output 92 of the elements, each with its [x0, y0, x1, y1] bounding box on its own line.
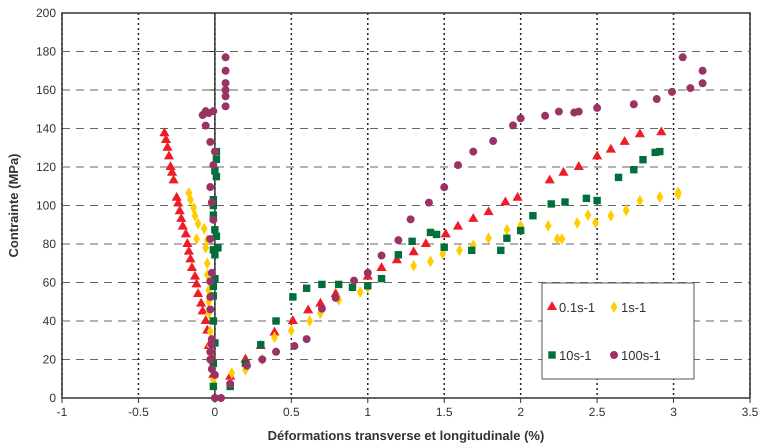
legend-label: 0.1s-1 — [559, 300, 596, 315]
point — [335, 280, 342, 288]
point — [593, 196, 601, 204]
point — [656, 148, 664, 156]
point — [394, 251, 402, 258]
y-tick-label: 80 — [42, 237, 56, 251]
point — [378, 274, 386, 282]
point — [408, 246, 419, 256]
x-tick-label: -1 — [56, 405, 68, 419]
point — [212, 232, 220, 240]
y-tick-label: 60 — [42, 276, 56, 290]
point — [376, 262, 387, 272]
point — [630, 166, 638, 174]
point — [182, 238, 192, 247]
point — [529, 212, 537, 220]
legend-label: 1s-1 — [621, 300, 646, 315]
x-tick-label: 2 — [517, 405, 524, 419]
point — [174, 205, 185, 214]
y-tick-label: 160 — [36, 83, 56, 97]
point — [582, 194, 590, 202]
x-tick-label: 3 — [670, 405, 678, 419]
y-axis-title: Contrainte (MPa) — [6, 154, 21, 258]
point — [289, 293, 297, 301]
point — [168, 174, 179, 184]
point — [548, 200, 555, 208]
point — [440, 228, 451, 238]
point — [364, 282, 372, 290]
x-tick-label: 1.5 — [436, 405, 453, 419]
y-tick-label: 20 — [42, 352, 56, 366]
point — [503, 234, 511, 242]
point — [440, 244, 448, 251]
point — [656, 126, 666, 136]
x-tick-label: 1 — [364, 405, 372, 419]
point — [180, 228, 191, 238]
point — [176, 213, 186, 222]
y-tick-label: 100 — [36, 198, 56, 212]
point — [200, 315, 211, 324]
point — [516, 226, 524, 234]
point — [210, 382, 218, 390]
point — [272, 317, 280, 325]
point — [318, 280, 326, 288]
point — [639, 156, 647, 164]
point — [159, 127, 170, 136]
y-tick-label: 120 — [36, 160, 56, 174]
point — [614, 174, 622, 182]
x-tick-label: 2.5 — [588, 405, 606, 419]
point — [544, 174, 555, 184]
point — [468, 246, 476, 254]
point — [192, 288, 204, 297]
point — [185, 254, 196, 262]
point — [408, 238, 416, 246]
y-tick-label: 0 — [49, 391, 56, 405]
y-tick-label: 40 — [42, 314, 56, 328]
point — [196, 298, 206, 307]
point — [302, 284, 310, 292]
point — [574, 161, 584, 170]
point — [164, 150, 174, 160]
point — [190, 270, 200, 280]
x-tick-label: -0.5 — [128, 405, 150, 419]
point — [620, 136, 630, 145]
point — [512, 192, 523, 201]
point — [468, 213, 478, 222]
point — [634, 128, 646, 138]
legend-label: 100s-1 — [621, 348, 661, 363]
point — [303, 304, 314, 314]
point — [592, 150, 602, 160]
x-axis-title: Déformations transverse et longitudinale (%) — [268, 428, 544, 443]
point — [162, 142, 173, 151]
legend-label: 10s-1 — [559, 348, 592, 363]
point — [497, 246, 504, 254]
point — [212, 172, 220, 180]
x-tick-label: 3.5 — [742, 405, 759, 419]
point — [211, 251, 219, 258]
point — [198, 305, 208, 314]
point — [288, 315, 298, 324]
x-tick-label: 0.5 — [282, 405, 300, 419]
x-tick-label: 0 — [212, 405, 219, 419]
y-tick-label: 200 — [36, 6, 56, 20]
point — [452, 220, 464, 230]
point — [483, 206, 494, 216]
point — [178, 220, 188, 230]
point — [432, 230, 440, 238]
point — [191, 278, 202, 288]
point — [210, 317, 218, 325]
y-tick-label: 140 — [36, 122, 56, 136]
point — [606, 144, 616, 153]
point — [186, 262, 198, 272]
point — [420, 238, 431, 247]
point — [184, 246, 194, 255]
point — [500, 196, 510, 206]
y-tick-label: 180 — [36, 44, 56, 58]
point — [558, 166, 569, 176]
